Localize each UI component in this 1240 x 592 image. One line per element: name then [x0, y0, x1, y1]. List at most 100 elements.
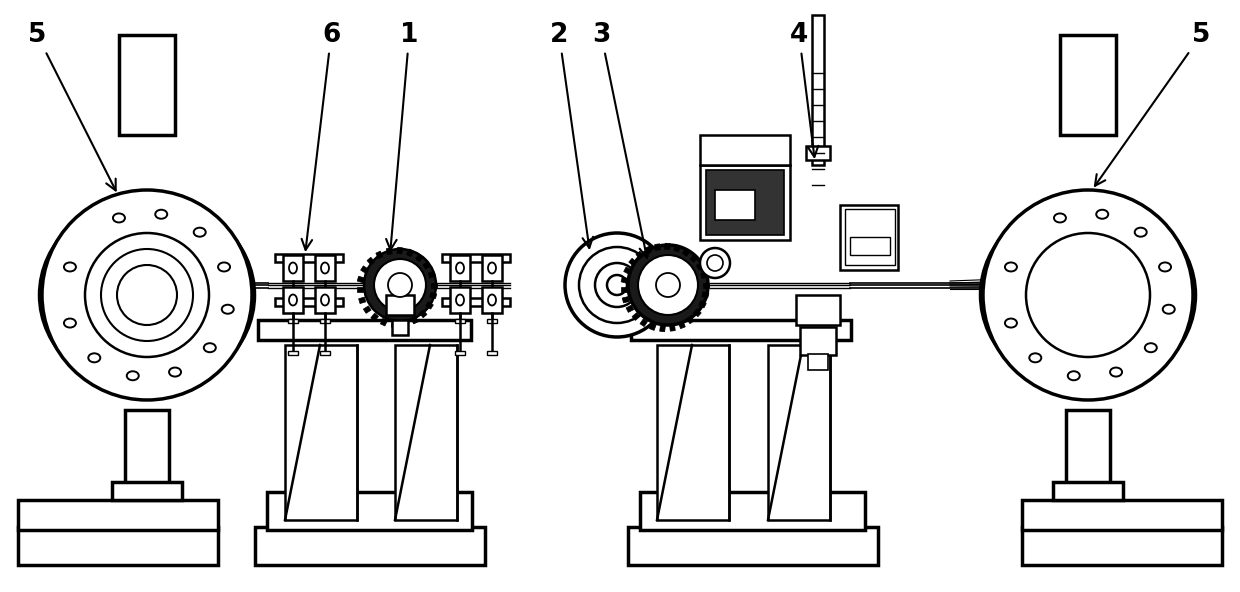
Bar — [701, 135, 790, 165]
Bar — [363, 306, 371, 313]
Bar — [698, 301, 707, 308]
Bar — [660, 325, 666, 332]
Bar — [650, 323, 656, 330]
Text: 2: 2 — [551, 22, 593, 248]
Ellipse shape — [1096, 210, 1109, 219]
Circle shape — [100, 249, 193, 341]
Ellipse shape — [64, 318, 76, 327]
Circle shape — [117, 265, 177, 325]
Bar — [1066, 410, 1110, 490]
Ellipse shape — [1110, 368, 1122, 377]
Circle shape — [579, 247, 655, 323]
Bar — [412, 316, 418, 324]
Bar — [645, 246, 651, 254]
Bar — [402, 320, 408, 327]
Ellipse shape — [1004, 318, 1017, 327]
Ellipse shape — [1004, 262, 1017, 272]
Text: 1: 1 — [386, 22, 419, 250]
Bar — [255, 527, 485, 565]
Bar — [119, 35, 175, 135]
Ellipse shape — [155, 210, 167, 219]
Bar — [455, 351, 465, 355]
Bar — [450, 255, 470, 281]
Bar — [657, 345, 729, 520]
Bar — [407, 249, 414, 256]
Bar — [441, 298, 510, 306]
Ellipse shape — [981, 198, 1195, 392]
Bar — [358, 297, 366, 304]
Ellipse shape — [1145, 343, 1157, 352]
Circle shape — [608, 275, 627, 295]
Bar — [275, 298, 343, 306]
Text: 5: 5 — [1095, 22, 1210, 186]
Bar — [687, 316, 694, 324]
Bar — [397, 247, 403, 254]
Ellipse shape — [489, 294, 496, 305]
Ellipse shape — [193, 228, 206, 237]
Bar — [275, 254, 343, 262]
Bar — [482, 255, 502, 281]
Ellipse shape — [64, 262, 76, 272]
Bar — [285, 345, 357, 520]
Bar — [703, 282, 709, 288]
Bar — [482, 287, 502, 313]
Bar — [808, 354, 828, 370]
Text: 4: 4 — [790, 22, 818, 157]
Bar — [701, 272, 708, 278]
Bar — [626, 305, 634, 313]
Bar — [629, 258, 636, 266]
Bar — [288, 351, 298, 355]
Bar — [670, 324, 676, 331]
Text: 5: 5 — [29, 22, 115, 191]
Ellipse shape — [126, 371, 139, 380]
Ellipse shape — [489, 262, 496, 274]
Circle shape — [1025, 233, 1149, 357]
Bar — [839, 205, 898, 270]
Bar — [392, 320, 408, 335]
Bar — [423, 262, 430, 269]
Ellipse shape — [321, 262, 329, 274]
Bar — [621, 277, 629, 283]
Bar — [429, 292, 436, 299]
Ellipse shape — [88, 353, 100, 362]
Bar — [367, 258, 374, 265]
Circle shape — [707, 255, 723, 271]
Bar — [386, 295, 414, 315]
Circle shape — [565, 233, 670, 337]
Bar — [627, 527, 878, 565]
Bar — [701, 165, 790, 240]
Bar — [636, 251, 644, 259]
Ellipse shape — [1054, 214, 1066, 223]
Circle shape — [595, 263, 639, 307]
Ellipse shape — [1029, 353, 1042, 362]
Bar — [419, 310, 427, 318]
Circle shape — [86, 233, 210, 357]
Bar — [392, 321, 397, 328]
Bar — [1022, 500, 1221, 530]
Bar — [441, 254, 510, 262]
Circle shape — [701, 248, 730, 278]
Bar — [673, 244, 681, 252]
Circle shape — [374, 259, 427, 311]
Bar — [125, 410, 169, 490]
Bar — [361, 266, 368, 274]
Bar — [19, 500, 218, 530]
Circle shape — [983, 190, 1193, 400]
Bar — [320, 319, 330, 323]
Circle shape — [42, 190, 252, 400]
Ellipse shape — [203, 343, 216, 352]
Ellipse shape — [456, 262, 464, 274]
Bar — [796, 295, 839, 325]
Bar — [428, 272, 435, 278]
Bar — [678, 321, 686, 329]
Ellipse shape — [456, 294, 464, 305]
Bar — [371, 313, 378, 321]
Bar — [376, 251, 383, 259]
Bar — [655, 244, 661, 250]
Bar — [415, 254, 423, 262]
Bar — [849, 237, 890, 255]
Circle shape — [365, 249, 436, 321]
Bar — [283, 255, 303, 281]
Bar — [267, 492, 472, 530]
Ellipse shape — [222, 305, 234, 314]
